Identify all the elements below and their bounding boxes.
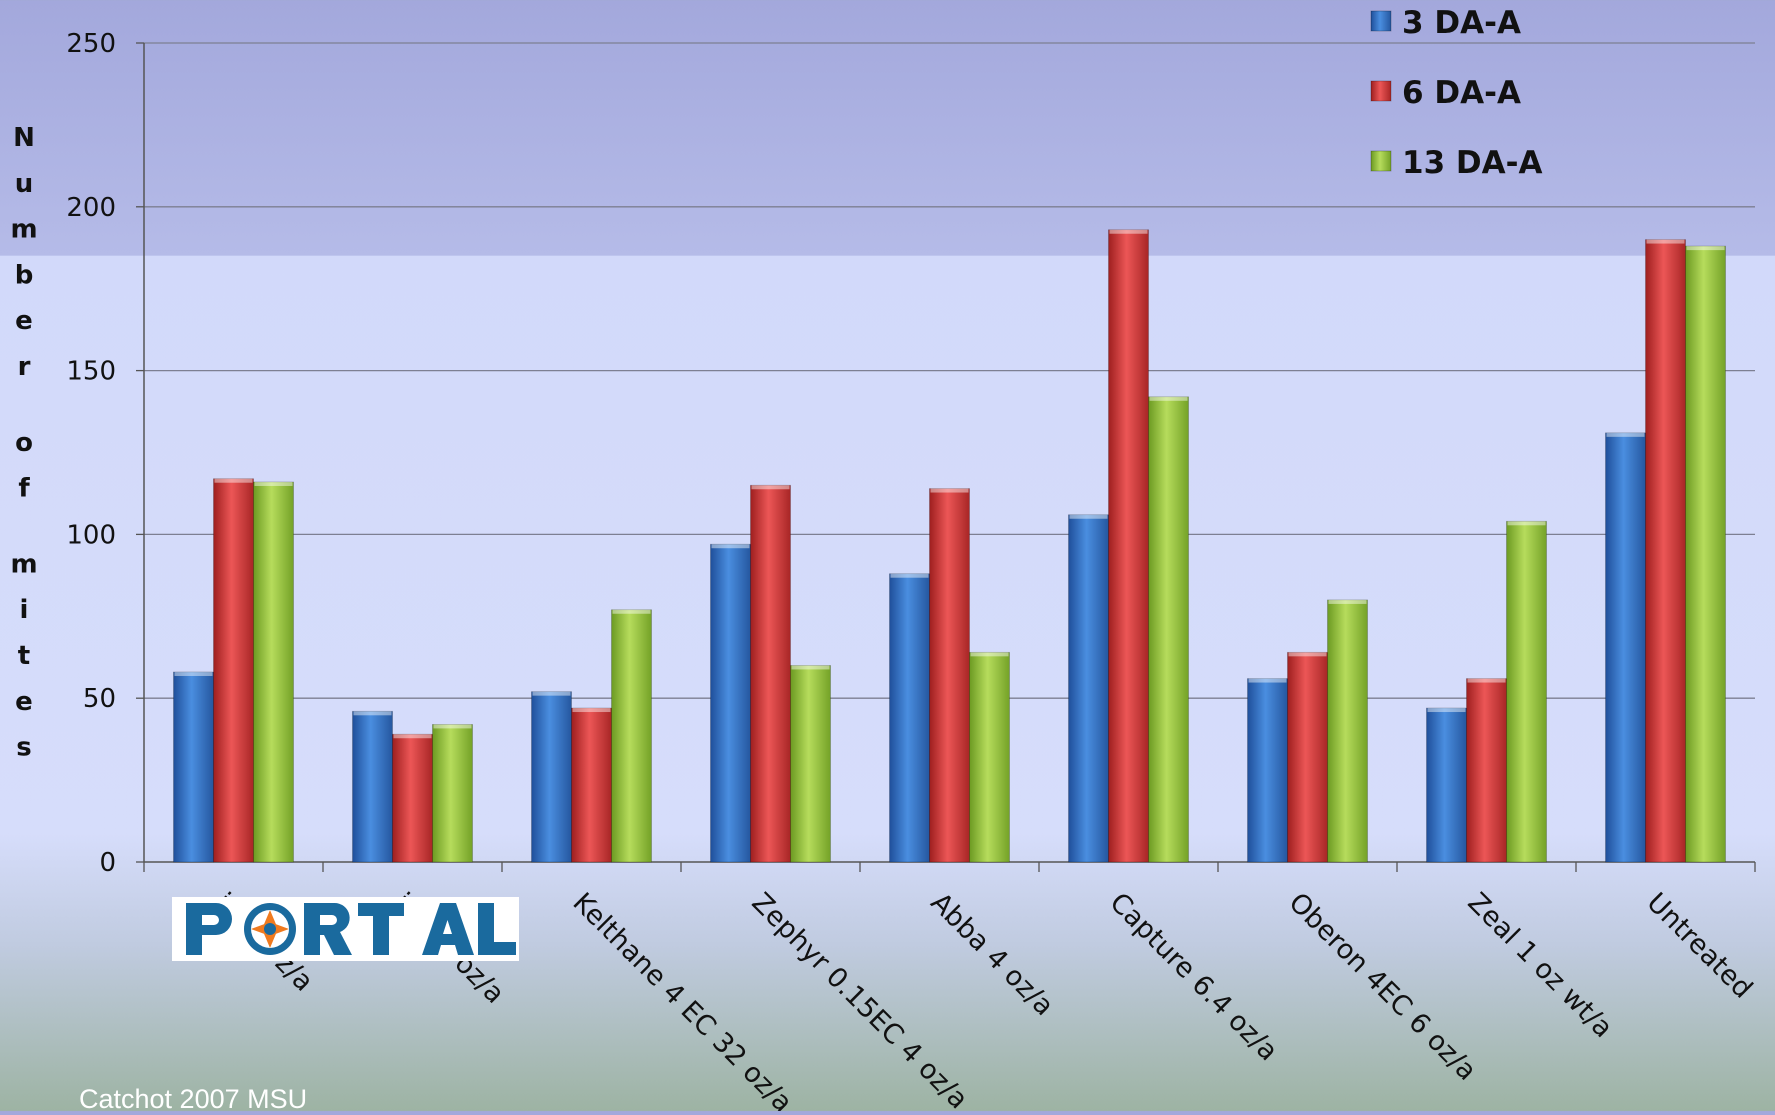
y-tick-label: 150 bbox=[66, 357, 116, 387]
bar-highlight bbox=[214, 478, 253, 483]
y-axis-label-letter: u bbox=[15, 169, 34, 199]
bar-highlight bbox=[532, 691, 571, 696]
bar-3-da-a-8 bbox=[1605, 432, 1646, 863]
bar-highlight bbox=[1507, 521, 1546, 526]
y-axis-label-letter: r bbox=[18, 352, 31, 382]
bar-3-da-a-6 bbox=[1247, 678, 1288, 863]
bar-6-da-a-8 bbox=[1645, 239, 1686, 863]
portal-logo bbox=[172, 897, 519, 961]
bar-3-da-a-0 bbox=[173, 671, 214, 863]
bar-3-da-a-2 bbox=[531, 691, 572, 863]
y-axis-label-letter: b bbox=[15, 260, 34, 290]
bar-highlight bbox=[1646, 239, 1685, 244]
y-axis-label-letter: t bbox=[18, 641, 30, 671]
bar-13-da-a-8 bbox=[1685, 245, 1726, 863]
bar-highlight bbox=[1467, 678, 1506, 683]
bar-highlight bbox=[1248, 678, 1287, 683]
legend-swatch bbox=[1370, 80, 1392, 102]
bar-6-da-a-4 bbox=[929, 488, 970, 863]
x-tick-label: Abba 4 oz/a bbox=[925, 887, 1060, 1022]
bar-13-da-a-5 bbox=[1148, 396, 1189, 863]
y-tick-label: 50 bbox=[83, 684, 116, 714]
y-axis-label-letter: e bbox=[15, 306, 33, 336]
y-axis-label-letter: N bbox=[13, 123, 35, 153]
bar-highlight bbox=[930, 488, 969, 493]
bar-6-da-a-1 bbox=[392, 733, 433, 863]
x-tick-label: Capture 6.4 oz/a bbox=[1104, 887, 1284, 1067]
bar-highlight bbox=[572, 708, 611, 713]
bar-6-da-a-0 bbox=[213, 478, 254, 863]
legend-label: 3 DA-A bbox=[1402, 5, 1521, 41]
bar-13-da-a-4 bbox=[969, 651, 1010, 863]
y-tick-label: 0 bbox=[99, 848, 116, 878]
y-axis-label-letter: i bbox=[20, 595, 29, 625]
bar-6-da-a-7 bbox=[1466, 678, 1507, 863]
y-axis-label-letter: o bbox=[15, 428, 33, 458]
bar-highlight bbox=[1069, 514, 1108, 519]
bar-6-da-a-5 bbox=[1108, 229, 1149, 863]
bar-highlight bbox=[1288, 652, 1327, 657]
y-axis-label-letter: s bbox=[16, 733, 31, 763]
bar-highlight bbox=[711, 544, 750, 549]
bar-highlight bbox=[970, 652, 1009, 657]
bar-3-da-a-4 bbox=[889, 573, 930, 863]
bar-13-da-a-2 bbox=[611, 609, 652, 863]
bar-3-da-a-7 bbox=[1426, 707, 1467, 863]
y-tick-label: 250 bbox=[66, 29, 116, 59]
bar-13-da-a-6 bbox=[1327, 599, 1368, 863]
bar-13-da-a-7 bbox=[1506, 520, 1547, 863]
bar-highlight bbox=[612, 609, 651, 614]
bar-13-da-a-0 bbox=[253, 481, 294, 863]
bar-6-da-a-2 bbox=[571, 707, 612, 863]
y-tick-label: 200 bbox=[66, 193, 116, 223]
bar-3-da-a-5 bbox=[1068, 514, 1109, 863]
portal-logo-graphic bbox=[186, 902, 516, 955]
bar-highlight bbox=[393, 734, 432, 739]
bar-highlight bbox=[1328, 599, 1367, 604]
source-credit: Catchot 2007 MSU bbox=[79, 1084, 308, 1114]
bar-highlight bbox=[353, 711, 392, 716]
bar-highlight bbox=[1427, 708, 1466, 713]
y-tick-labels: 0 50 100 150 200 250 bbox=[66, 29, 116, 878]
legend-label: 13 DA-A bbox=[1402, 145, 1543, 181]
bar-highlight bbox=[1606, 432, 1645, 437]
bar-highlight bbox=[174, 671, 213, 676]
y-axis-label-letter: f bbox=[18, 474, 30, 504]
y-tick-label: 100 bbox=[66, 520, 116, 550]
bars bbox=[173, 229, 1726, 863]
bar-13-da-a-3 bbox=[790, 665, 831, 863]
legend: 3 DA-A 6 DA-A 13 DA-A bbox=[1370, 5, 1543, 181]
x-tick-label: Oberon 4EC 6 oz/a bbox=[1283, 887, 1483, 1087]
bar-6-da-a-6 bbox=[1287, 651, 1328, 863]
bar-highlight bbox=[433, 724, 472, 729]
bar-highlight bbox=[791, 665, 830, 670]
x-tick-label: Zeal 1 oz wt/a bbox=[1462, 887, 1619, 1044]
bar-highlight bbox=[1109, 229, 1148, 234]
bar-highlight bbox=[890, 573, 929, 578]
y-axis-label-letter: m bbox=[10, 549, 37, 579]
legend-swatch bbox=[1370, 10, 1392, 32]
y-axis-label-letter: e bbox=[15, 687, 33, 717]
bar-highlight bbox=[751, 485, 790, 490]
x-tick-label: Untreated bbox=[1641, 887, 1759, 1005]
legend-swatch bbox=[1370, 150, 1392, 172]
bar-13-da-a-1 bbox=[432, 724, 473, 863]
bar-6-da-a-3 bbox=[750, 484, 791, 863]
bar-highlight bbox=[1149, 396, 1188, 401]
bar-3-da-a-3 bbox=[710, 543, 751, 863]
bar-highlight bbox=[1686, 246, 1725, 251]
legend-label: 6 DA-A bbox=[1402, 75, 1521, 111]
bar-3-da-a-1 bbox=[352, 710, 393, 863]
y-axis-label-letter: m bbox=[10, 215, 37, 245]
bar-highlight bbox=[254, 481, 293, 486]
